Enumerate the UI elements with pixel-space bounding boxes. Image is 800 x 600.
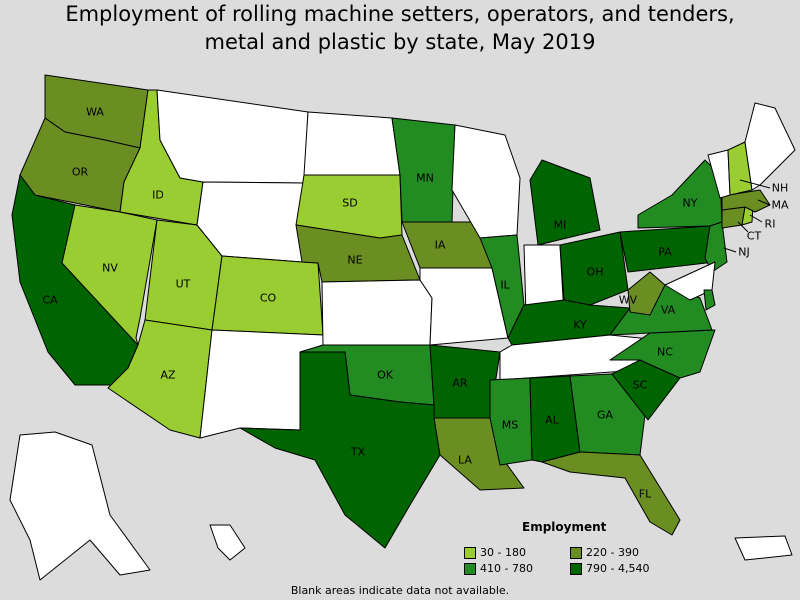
- state-wi: [451, 124, 521, 239]
- state-label-nj: NJ: [738, 246, 749, 259]
- state-label-ga: GA: [597, 409, 614, 422]
- legend-label-4: 790 - 4,540: [586, 562, 650, 575]
- state-ak: [9, 431, 151, 581]
- state-mi: [529, 159, 601, 246]
- legend-item-2: 220 - 390: [570, 546, 639, 559]
- state-mt: [156, 89, 309, 184]
- leader-line-nh: [739, 179, 771, 189]
- state-co: [211, 255, 324, 336]
- state-label-nc: NC: [657, 346, 673, 359]
- leader-line-ri: [749, 214, 763, 223]
- leader-line-ma: [757, 199, 771, 206]
- state-nv: [61, 204, 158, 346]
- state-label-sc: SC: [633, 379, 648, 392]
- state-label-ct: CT: [747, 230, 762, 243]
- state-wv: [627, 271, 666, 316]
- state-ma: [721, 189, 771, 213]
- state-label-ms: MS: [502, 419, 518, 432]
- legend-swatch-1: [464, 546, 476, 559]
- state-label-ia: IA: [435, 239, 446, 252]
- state-label-ri: RI: [765, 218, 776, 231]
- state-pr: [734, 535, 793, 561]
- state-label-la: LA: [458, 454, 472, 467]
- state-label-wv: WV: [619, 294, 638, 307]
- state-label-ok: OK: [377, 369, 394, 382]
- state-ks: [321, 279, 433, 346]
- state-hi: [209, 524, 246, 561]
- state-tx: [239, 351, 441, 549]
- legend-item-1: 30 - 180: [464, 546, 526, 559]
- state-label-ma: MA: [771, 199, 788, 212]
- legend-swatch-2: [570, 546, 582, 559]
- legend-title: Employment: [522, 520, 607, 534]
- state-label-wa: WA: [86, 106, 104, 119]
- leader-line-nj: [723, 247, 737, 253]
- state-label-ar: AR: [452, 377, 468, 390]
- state-label-ut: UT: [176, 278, 191, 291]
- title-line-1: Employment of rolling machine setters, o…: [65, 2, 735, 26]
- state-label-mi: MI: [554, 219, 567, 232]
- state-label-ne: NE: [347, 254, 362, 267]
- no-data-note: Blank areas indicate data not available.: [290, 584, 510, 597]
- state-label-mn: MN: [416, 172, 434, 185]
- title-line-2: metal and plastic by state, May 2019: [204, 30, 596, 54]
- state-label-al: AL: [545, 414, 560, 427]
- state-label-va: VA: [661, 304, 676, 317]
- legend-label-2: 220 - 390: [586, 546, 639, 559]
- state-fl: [541, 451, 681, 536]
- legend-label-3: 410 - 780: [480, 562, 533, 575]
- state-label-oh: OH: [587, 266, 604, 279]
- state-label-co: CO: [260, 292, 277, 305]
- state-label-tx: TX: [350, 446, 366, 459]
- state-label-il: IL: [500, 279, 510, 292]
- legend-item-3: 410 - 780: [464, 562, 533, 575]
- state-label-az: AZ: [160, 369, 176, 382]
- state-de: [703, 289, 716, 311]
- state-mn: [391, 117, 456, 223]
- state-ms: [489, 377, 533, 466]
- state-label-nv: NV: [102, 262, 118, 275]
- state-label-sd: SD: [342, 197, 357, 210]
- state-label-nh: NH: [772, 182, 789, 195]
- state-label-fl: FL: [639, 488, 652, 501]
- legend-swatch-3: [464, 562, 476, 575]
- state-oh: [559, 231, 629, 306]
- state-ny: [637, 159, 723, 229]
- legend-label-1: 30 - 180: [480, 546, 526, 559]
- legend-item-4: 790 - 4,540: [570, 562, 649, 575]
- leader-line-ct: [737, 221, 749, 233]
- state-me: [744, 102, 796, 191]
- state-nj: [704, 221, 728, 273]
- state-ga: [569, 373, 646, 456]
- state-label-ky: KY: [573, 319, 587, 332]
- map-title: Employment of rolling machine setters, o…: [0, 0, 800, 56]
- state-label-ny: NY: [683, 197, 698, 210]
- legend-swatch-4: [570, 562, 582, 575]
- state-nd: [303, 111, 401, 176]
- state-label-id: ID: [152, 189, 164, 202]
- state-label-or: OR: [72, 166, 89, 179]
- state-label-ca: CA: [42, 294, 58, 307]
- state-label-pa: PA: [658, 246, 672, 259]
